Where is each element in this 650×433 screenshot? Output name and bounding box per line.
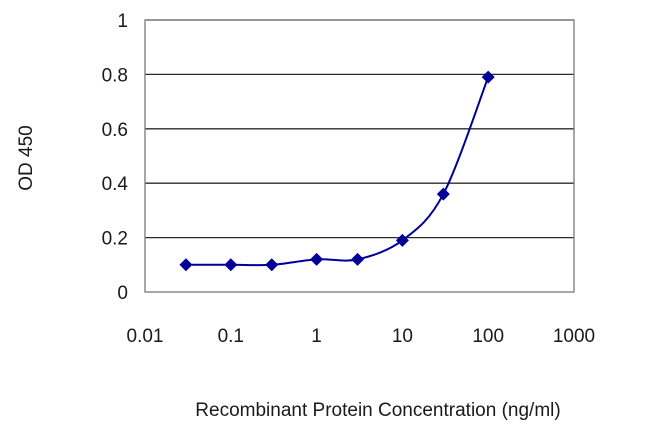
x-tick-label: 1000 (553, 326, 595, 347)
y-tick-label: 0.4 (102, 174, 129, 195)
data-point-marker (179, 258, 193, 272)
x-tick-label: 0.01 (127, 326, 164, 347)
x-tick-label: 10 (392, 326, 413, 347)
data-point-marker (395, 233, 409, 247)
y-tick-label: 0.2 (102, 229, 128, 250)
data-point-marker (310, 252, 324, 266)
gridlines (145, 19, 574, 239)
data-point-marker (351, 252, 365, 266)
series-layer (179, 70, 495, 272)
y-tick-label: 0.6 (102, 120, 128, 141)
x-axis-title: Recombinant Protein Concentration (ng/ml… (195, 400, 560, 421)
y-tick-label: 1 (117, 11, 128, 32)
plot-area (144, 19, 575, 293)
y-tick-label: 0.8 (102, 65, 128, 86)
y-axis-title: OD 450 (16, 125, 37, 190)
y-tick-label: 0 (117, 283, 128, 304)
data-point-marker (265, 258, 279, 272)
data-point-marker (436, 187, 450, 201)
series-line-0 (185, 76, 490, 267)
tick-labels: 0 0.2 0.4 0.6 0.8 1 0.01 0.1 1 10 100 1000 (102, 11, 596, 347)
x-tick-label: 0.1 (218, 326, 244, 347)
x-tick-label: 1 (311, 326, 322, 347)
x-tick-label: 100 (472, 326, 504, 347)
data-point-marker (481, 70, 495, 84)
data-point-marker (224, 258, 238, 272)
